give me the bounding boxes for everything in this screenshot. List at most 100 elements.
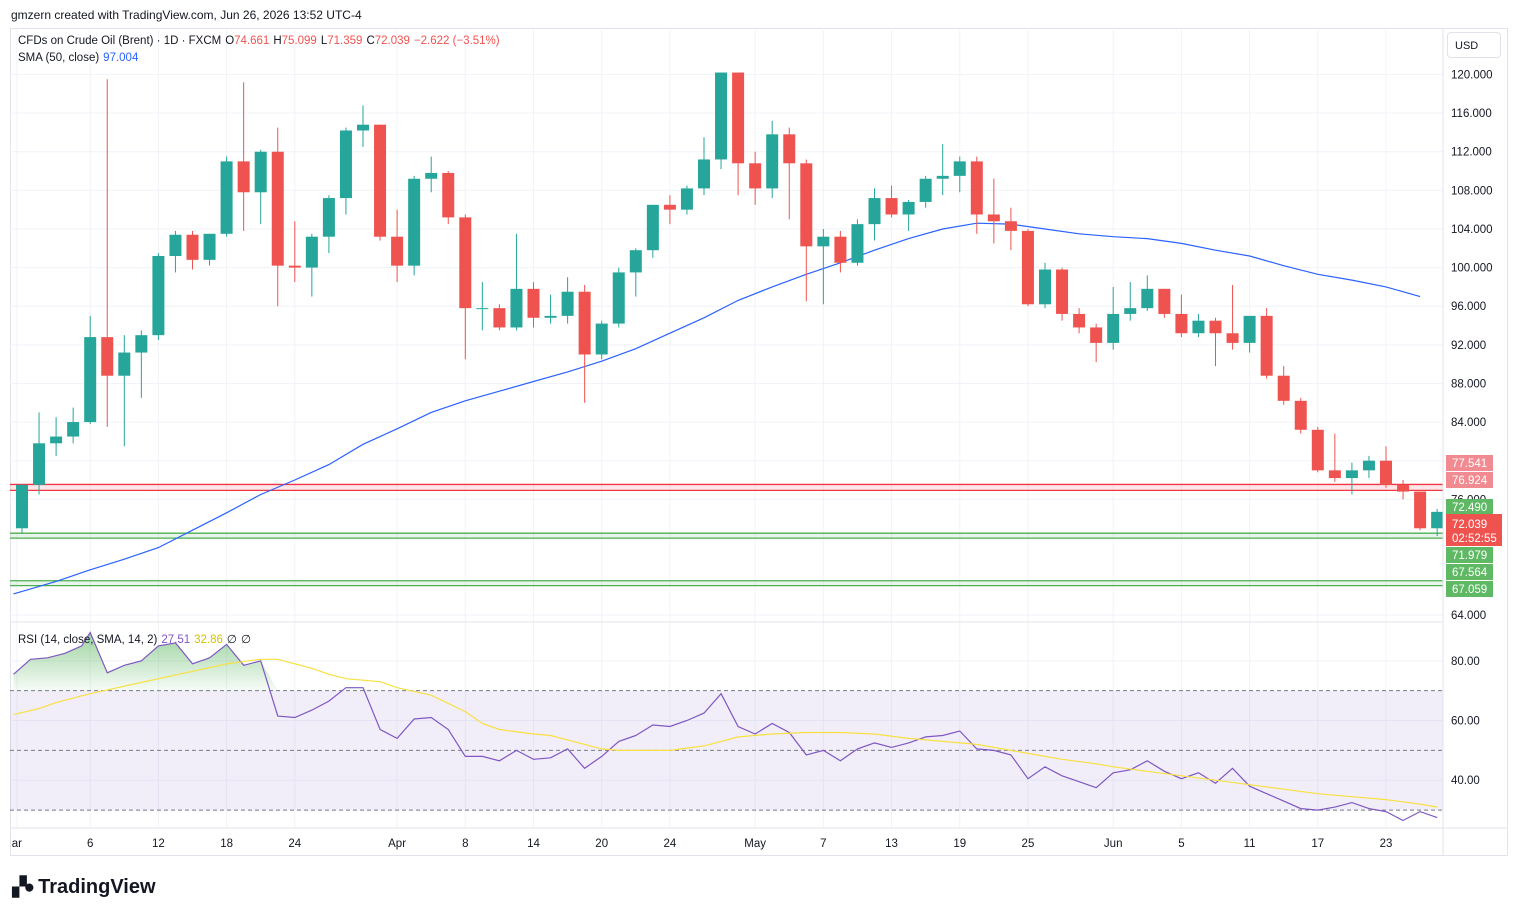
candle (1056, 267, 1069, 321)
candle (1294, 397, 1307, 434)
candle (84, 315, 97, 424)
tradingview-logo[interactable]: ▞● TradingView (12, 876, 156, 899)
candle-body (67, 422, 80, 437)
open-label: O (225, 35, 235, 47)
candle (561, 277, 574, 324)
candle-body (629, 250, 642, 273)
candle (1277, 366, 1290, 405)
candle-body (220, 161, 233, 234)
candle-body (1345, 470, 1358, 479)
level-label-resistance-bg (1446, 455, 1493, 471)
candle (766, 120, 779, 199)
candle-body (1362, 460, 1375, 471)
candle-body (1397, 484, 1410, 492)
candle-body (16, 484, 28, 529)
chart-frame (10, 28, 1508, 856)
tradingview-brand: TradingView (38, 876, 156, 898)
sma-legend[interactable]: SMA (50, close) 97.004 (18, 52, 142, 64)
candle-body (1209, 320, 1222, 334)
candle-body (50, 436, 63, 444)
candle-body (783, 134, 796, 164)
candle-body (374, 124, 387, 237)
candle (715, 72, 728, 170)
candle (237, 82, 250, 231)
candle-body (851, 224, 864, 263)
candle (680, 185, 693, 215)
resistance-zone (10, 484, 1443, 491)
candle-body (561, 291, 574, 316)
candle-body (510, 288, 523, 328)
time-tick-label: 5 (1178, 838, 1184, 850)
candle-body (1294, 400, 1307, 430)
candle (868, 188, 881, 241)
candle (970, 156, 983, 234)
candle-body (1380, 460, 1392, 485)
candle (442, 171, 455, 225)
candle-body (749, 163, 762, 189)
level-label-support: 67.564 (1452, 567, 1488, 579)
time-tick-label: 20 (595, 838, 608, 850)
level-label-support-bg (1446, 564, 1493, 580)
attribution-line: gmzern created with TradingView.com, Jun… (11, 8, 362, 22)
time-tick-label: 23 (1380, 838, 1393, 850)
candle-body (612, 272, 625, 324)
candle (1311, 426, 1324, 473)
candle-body (698, 159, 710, 189)
candle (578, 284, 591, 403)
price-tick-label: 100.000 (1451, 263, 1493, 275)
candle (1124, 282, 1137, 321)
candle-body (970, 161, 983, 215)
candle (203, 233, 216, 266)
support-zone (10, 533, 1443, 539)
candle-body (1090, 327, 1103, 343)
candle (1107, 286, 1120, 350)
level-label-support-bg (1446, 581, 1493, 597)
candle-body (1004, 221, 1017, 231)
symbol-name[interactable]: CFDs on Crude Oil (Brent) · 1D · FXCM (18, 35, 222, 47)
candle (254, 149, 267, 225)
candle (459, 214, 472, 360)
currency-button[interactable]: USD (1447, 32, 1501, 58)
candle (527, 282, 540, 328)
candle-body (459, 217, 472, 309)
time-tick-label: 24 (288, 838, 301, 850)
candle (1345, 462, 1358, 495)
candle-body (800, 163, 813, 247)
candle-body (408, 178, 421, 266)
candle (800, 159, 813, 302)
level-label-support-bg (1446, 547, 1493, 563)
candle (220, 156, 233, 237)
candle-body (1328, 470, 1341, 479)
rsi-ma-value: 32.86 (194, 634, 223, 646)
rsi-tick-label: 80.00 (1451, 656, 1480, 668)
rsi-legend[interactable]: RSI (14, close, SMA, 14, 2) 27.51 32.86 ∅ ∅ (18, 632, 255, 646)
candle-body (868, 198, 881, 225)
price-labels-layer: 77.541 76.924 72.490 72.039 02:52:55 71.979 67… (1446, 455, 1502, 597)
candle-body (544, 315, 557, 318)
candle (1260, 308, 1273, 379)
candle-body (1414, 491, 1427, 529)
rsi-line (13, 631, 1438, 822)
candle (783, 127, 796, 220)
candle-body (288, 265, 301, 268)
rsi-ma-line (13, 658, 1438, 808)
candle (391, 209, 404, 283)
level-label-support: 71.979 (1452, 550, 1487, 562)
candle (1158, 288, 1171, 318)
candle (152, 253, 165, 340)
level-label-support: 72.490 (1452, 502, 1487, 514)
candle-body (169, 234, 182, 256)
rsi-band-background (10, 632, 1443, 811)
candle (322, 195, 335, 254)
sma-line (13, 222, 1421, 595)
horizontal-levels (10, 483, 1443, 587)
candle-body (1039, 269, 1051, 305)
price-tick-label: 104.000 (1451, 224, 1493, 236)
candle-body (1192, 320, 1205, 334)
candle (357, 105, 369, 147)
candle (919, 175, 932, 208)
price-tick-label: 88.000 (1451, 378, 1486, 390)
time-tick-label: 14 (527, 838, 540, 850)
candle-body (271, 151, 284, 266)
